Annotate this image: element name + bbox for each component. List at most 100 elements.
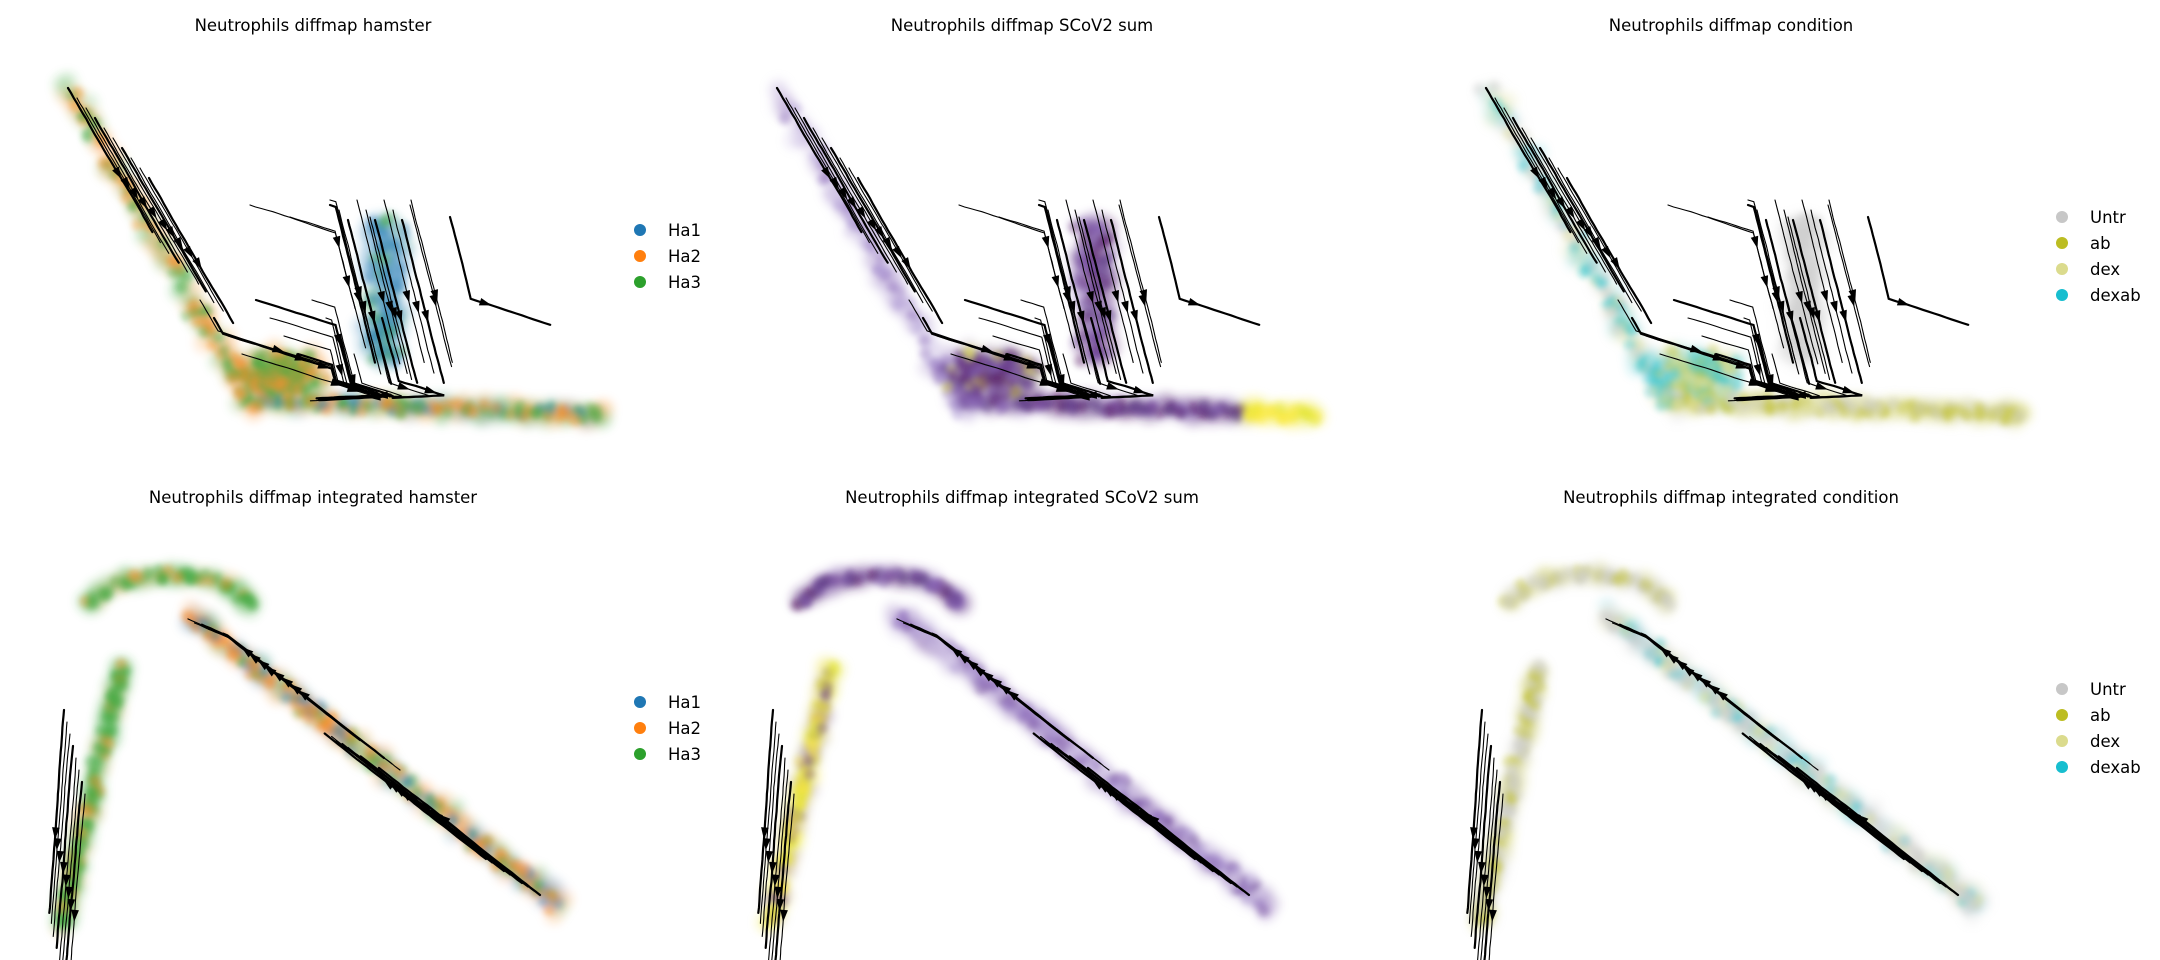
legend-marker bbox=[2056, 237, 2068, 249]
streamline bbox=[1866, 215, 1970, 326]
cell-point bbox=[239, 372, 251, 385]
cell-point bbox=[1972, 408, 1985, 421]
cell-point bbox=[985, 389, 998, 402]
streamline-arrow bbox=[1133, 385, 1146, 394]
cell-point bbox=[258, 347, 271, 360]
cell-point bbox=[1611, 323, 1624, 336]
cell-point bbox=[218, 344, 231, 357]
legend-marker bbox=[634, 276, 646, 288]
cell-point bbox=[873, 264, 886, 277]
cell-point bbox=[1075, 400, 1088, 413]
cell-point bbox=[929, 358, 942, 371]
cell-point bbox=[1913, 402, 1926, 415]
streamline bbox=[775, 86, 863, 234]
cell-point bbox=[227, 371, 239, 384]
cell-point bbox=[1568, 241, 1581, 254]
cell-point bbox=[989, 371, 1002, 384]
streamline-arrow bbox=[1121, 300, 1129, 314]
cell-point bbox=[1863, 398, 1875, 411]
cell-point bbox=[1636, 357, 1649, 370]
streamline bbox=[409, 204, 453, 368]
streamline bbox=[1827, 204, 1871, 368]
streamline bbox=[1503, 107, 1588, 254]
cell-point bbox=[1588, 259, 1600, 272]
cell-point bbox=[1103, 401, 1116, 414]
streamline-arrow bbox=[478, 298, 492, 306]
streamline bbox=[66, 86, 154, 234]
cell-point bbox=[1941, 407, 1954, 419]
cell-point bbox=[152, 244, 171, 263]
streamline-arrow bbox=[1842, 385, 1855, 394]
cell-point bbox=[1596, 276, 1609, 289]
cell-point bbox=[166, 266, 179, 279]
cell-point bbox=[232, 385, 245, 398]
cell-point bbox=[175, 281, 188, 294]
streamline-arrow bbox=[402, 289, 410, 303]
legend-label: Ha1 bbox=[668, 221, 701, 240]
cell-point bbox=[432, 402, 445, 415]
cell-point bbox=[590, 408, 603, 421]
cell-point bbox=[1008, 372, 1021, 385]
cell-point bbox=[1695, 368, 1708, 380]
cell-point bbox=[252, 399, 265, 412]
cell-point bbox=[1092, 222, 1105, 235]
cell-point bbox=[1206, 408, 1219, 421]
streamline-arrow bbox=[429, 294, 437, 307]
cell-point bbox=[120, 192, 133, 205]
legend-marker bbox=[634, 250, 646, 262]
cell-point bbox=[778, 112, 791, 125]
streamline bbox=[448, 215, 552, 326]
cell-point bbox=[918, 334, 931, 347]
cell-point bbox=[490, 401, 502, 414]
cell-point bbox=[272, 397, 285, 410]
legend-label: dex bbox=[2090, 260, 2120, 279]
cell-point bbox=[362, 400, 375, 413]
legend-label: ab bbox=[2090, 234, 2111, 253]
streamline bbox=[802, 116, 889, 264]
cell-point bbox=[970, 385, 983, 398]
streamline bbox=[1484, 86, 1572, 234]
cell-point bbox=[261, 376, 274, 389]
streamline-arrow bbox=[1187, 298, 1201, 306]
cell-point bbox=[951, 408, 964, 421]
cell-point bbox=[395, 406, 408, 419]
streamline-arrow bbox=[1062, 291, 1071, 304]
cell-point bbox=[1303, 407, 1316, 420]
cell-point bbox=[52, 75, 71, 94]
cell-point bbox=[1730, 379, 1743, 392]
cell-point bbox=[1670, 399, 1683, 412]
cell-points bbox=[1472, 80, 2027, 427]
cell-point bbox=[220, 354, 233, 367]
cell-point bbox=[568, 414, 581, 427]
streamline bbox=[1118, 204, 1162, 368]
panel-title: Neutrophils diffmap SCoV2 sum bbox=[891, 16, 1153, 35]
streamline bbox=[1157, 215, 1261, 326]
cell-point bbox=[1736, 400, 1749, 413]
cell-point bbox=[556, 405, 569, 418]
panel-diffmap-integrated-hamster: Neutrophils diffmap integrated hamster H… bbox=[48, 488, 701, 960]
legend-label: Ha2 bbox=[668, 247, 701, 266]
cell-point bbox=[941, 381, 953, 394]
streamline bbox=[1494, 97, 1579, 244]
cell-point bbox=[1704, 403, 1717, 416]
cell-point bbox=[362, 271, 375, 284]
cell-point bbox=[976, 371, 989, 384]
cell-point bbox=[97, 156, 110, 169]
cell-points bbox=[778, 99, 1323, 427]
streamline bbox=[93, 116, 180, 264]
streamline bbox=[1511, 116, 1598, 264]
cell-point bbox=[996, 398, 1009, 411]
streamline-arrow bbox=[1051, 275, 1060, 288]
cell-point bbox=[1472, 82, 1485, 95]
cell-density bbox=[768, 78, 1328, 431]
streamline-arrow bbox=[1847, 294, 1855, 307]
streamline-arrow bbox=[353, 291, 362, 304]
streamline bbox=[812, 127, 897, 273]
streamline bbox=[85, 107, 170, 254]
cell-point bbox=[181, 269, 194, 282]
cell-point bbox=[1011, 362, 1024, 375]
cell-point bbox=[1825, 401, 1838, 414]
cell-point bbox=[1234, 403, 1247, 416]
